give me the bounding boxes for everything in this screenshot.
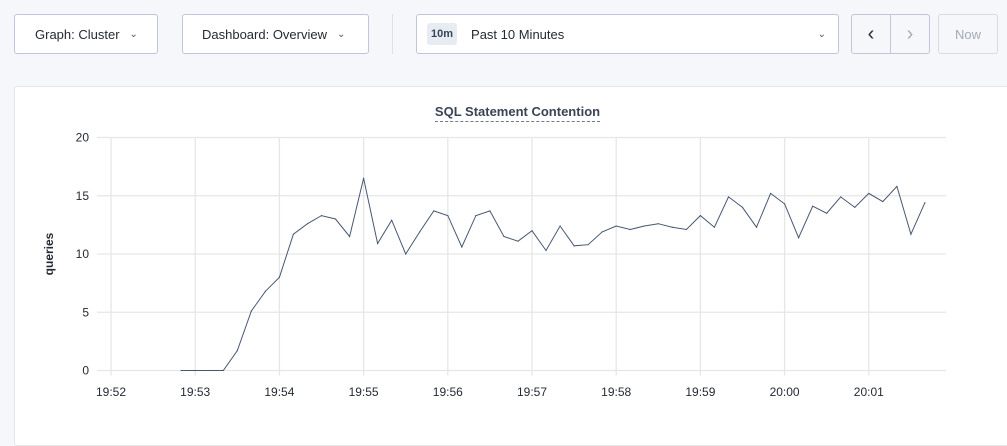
time-range-badge: 10m xyxy=(427,23,458,45)
data-point xyxy=(419,231,421,233)
data-point xyxy=(924,202,926,204)
series-line xyxy=(181,178,926,371)
data-point xyxy=(812,205,814,207)
data-point xyxy=(292,233,295,235)
x-tick-label: 20:00 xyxy=(770,385,800,399)
chevron-down-icon: ⌄ xyxy=(129,28,138,40)
data-point xyxy=(559,225,561,227)
dashboard-select[interactable]: Dashboard: Overview ⌄ xyxy=(182,14,369,54)
chevron-down-icon: ⌄ xyxy=(337,28,346,40)
data-point xyxy=(461,246,463,248)
data-point xyxy=(798,237,800,239)
data-point xyxy=(769,192,772,195)
data-point xyxy=(489,210,491,212)
y-axis-label: queries xyxy=(42,232,56,275)
data-point xyxy=(250,310,252,312)
chart-title-wrap: SQL Statement Contention xyxy=(0,104,1007,122)
y-tick-label: 0 xyxy=(82,364,89,378)
data-point xyxy=(854,206,856,208)
chart-card xyxy=(14,86,1007,446)
data-point xyxy=(713,226,716,228)
dashboard-select-label: Dashboard: Overview xyxy=(202,26,327,42)
data-point xyxy=(671,226,673,228)
data-point xyxy=(784,203,786,205)
chevron-down-icon: ⌄ xyxy=(817,28,826,40)
data-point xyxy=(278,276,280,278)
graph-select-label: Graph: Cluster xyxy=(35,26,120,42)
data-point xyxy=(208,369,210,372)
data-point xyxy=(377,242,379,245)
data-point xyxy=(587,244,589,246)
data-point xyxy=(741,206,744,208)
x-tick-label: 19:52 xyxy=(96,385,126,399)
data-point xyxy=(615,225,617,227)
data-point xyxy=(306,223,309,225)
time-nav-group: ‹ › xyxy=(851,14,930,54)
data-point xyxy=(896,185,898,188)
data-point xyxy=(657,223,659,225)
data-point xyxy=(236,350,238,352)
data-point xyxy=(447,214,449,217)
x-tick-label: 20:01 xyxy=(854,385,884,399)
data-point xyxy=(222,369,224,372)
time-range-select[interactable]: 10m Past 10 Minutes ⌄ xyxy=(416,14,839,54)
chart-title[interactable]: SQL Statement Contention xyxy=(434,104,601,122)
data-point xyxy=(755,226,758,228)
data-point xyxy=(629,228,631,231)
x-tick-label: 19:57 xyxy=(517,385,547,399)
x-tick-label: 19:58 xyxy=(601,385,631,399)
y-tick-label: 10 xyxy=(76,247,90,261)
data-point xyxy=(405,253,407,255)
data-point xyxy=(531,230,533,232)
data-point xyxy=(180,369,182,372)
x-tick-label: 19:54 xyxy=(264,385,294,399)
data-point xyxy=(840,196,842,198)
data-point xyxy=(517,240,519,242)
graph-select[interactable]: Graph: Cluster ⌄ xyxy=(14,14,158,54)
data-point xyxy=(882,200,884,203)
chevron-right-icon[interactable]: › xyxy=(906,22,914,45)
data-point xyxy=(348,235,351,238)
now-button[interactable]: Now xyxy=(938,14,998,54)
data-point xyxy=(573,245,575,247)
divider xyxy=(392,14,393,54)
data-point xyxy=(643,225,645,227)
data-point xyxy=(826,212,828,214)
data-point xyxy=(334,218,337,220)
data-point xyxy=(545,249,547,252)
data-point xyxy=(503,235,505,238)
time-range-label: Past 10 Minutes xyxy=(471,26,565,42)
data-point xyxy=(699,214,702,217)
data-point xyxy=(194,369,196,372)
now-label: Now xyxy=(954,26,981,42)
x-tick-label: 19:55 xyxy=(349,385,379,399)
x-tick-label: 19:53 xyxy=(180,385,210,399)
data-point xyxy=(868,192,870,195)
data-point xyxy=(264,290,266,292)
data-point xyxy=(601,231,603,233)
data-point xyxy=(910,233,912,235)
x-tick-label: 19:59 xyxy=(685,385,715,399)
line-chart: 0 5 10 15 20 19:52 19:53 19:54 19:55 19:56 19:57 19… xyxy=(42,131,946,399)
chevron-left-icon[interactable]: ‹ xyxy=(852,15,891,53)
data-point xyxy=(391,219,393,221)
x-tick-label: 19:56 xyxy=(433,385,463,399)
y-tick-label: 20 xyxy=(76,131,90,145)
data-point xyxy=(363,177,365,179)
y-tick-label: 5 xyxy=(82,305,89,319)
data-point xyxy=(320,214,323,217)
data-point xyxy=(475,214,477,217)
data-point xyxy=(685,228,687,231)
data-point xyxy=(433,210,435,212)
y-tick-label: 15 xyxy=(76,189,90,203)
data-point xyxy=(727,196,730,198)
